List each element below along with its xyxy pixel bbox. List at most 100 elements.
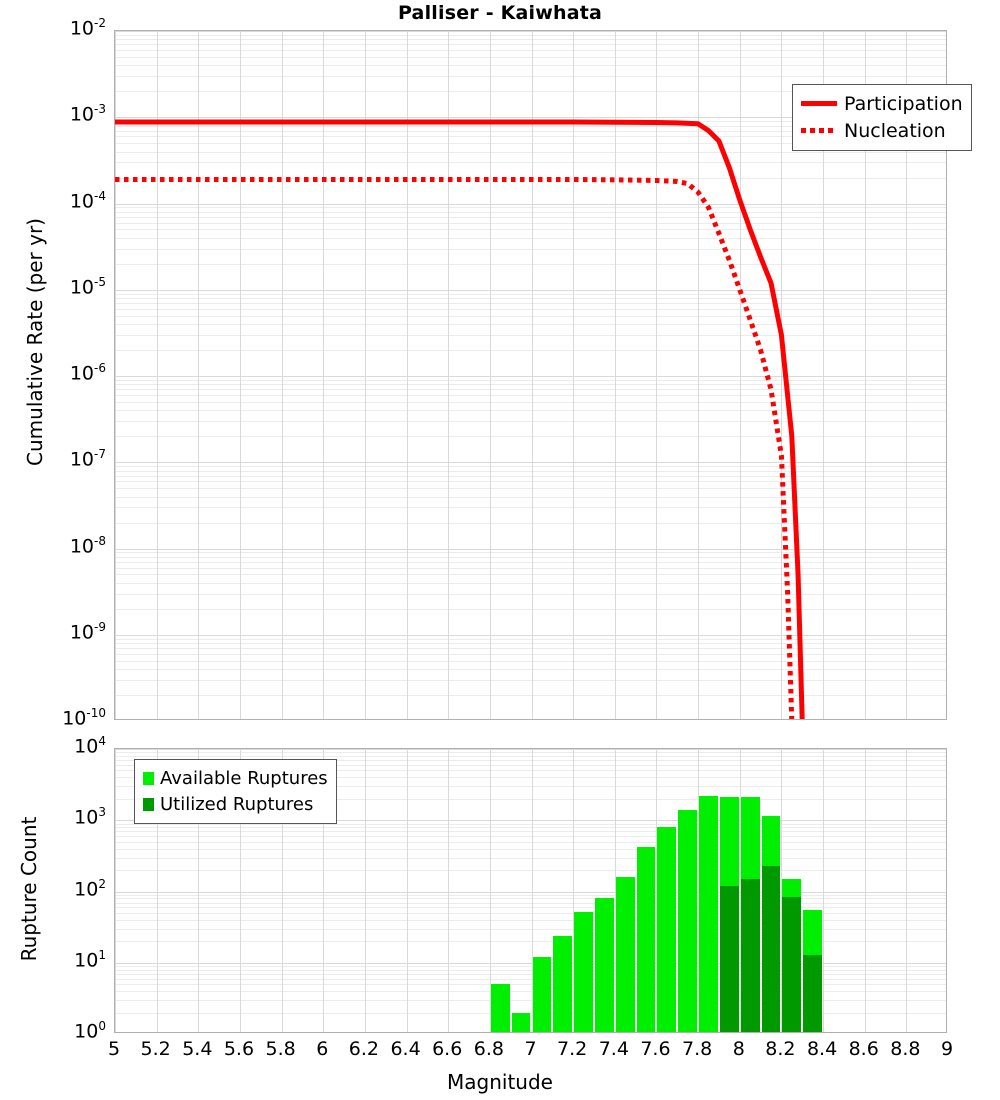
gridline-minor	[115, 894, 946, 896]
bar-utilized-ruptures	[719, 885, 739, 1032]
gridline-minor	[115, 350, 946, 352]
x-axis-tick-label: 5.8	[265, 1038, 296, 1060]
gridline-minor	[115, 984, 946, 986]
gridline-major	[115, 962, 946, 964]
gridline-minor	[115, 552, 946, 554]
gridline-minor	[115, 870, 946, 872]
gridline-minor	[115, 966, 946, 967]
gridline-minor	[115, 593, 946, 595]
gridline-minor	[115, 395, 946, 397]
series-nucleation	[115, 176, 795, 719]
x-axis-tick-label: 7.6	[640, 1038, 671, 1060]
legend-item-available-ruptures: Available Ruptures	[143, 765, 328, 791]
x-axis-tick-label: 8.4	[806, 1038, 838, 1060]
gridline-minor	[115, 248, 946, 250]
gridline-vertical	[739, 749, 741, 1032]
gridline-minor	[115, 582, 946, 584]
gridline-minor	[115, 941, 946, 943]
gridline-major	[115, 634, 946, 636]
bottom-legend: Available Ruptures Utilized Ruptures	[134, 759, 337, 824]
gridline-minor	[115, 522, 946, 524]
x-axis-tick-label: 9	[940, 1038, 954, 1060]
gridline-minor	[115, 669, 946, 671]
gridline-minor	[115, 777, 946, 779]
gridline-vertical	[198, 31, 200, 719]
y-axis-tick-label: 10-7	[69, 447, 106, 471]
x-axis-tick-label: 8.2	[765, 1038, 796, 1060]
cumulative-rate-panel: Participation Nucleation	[114, 30, 972, 720]
gridline-minor	[115, 130, 946, 132]
gridline-minor	[115, 798, 946, 800]
gridline-vertical	[156, 749, 158, 1032]
series-participation	[115, 119, 805, 719]
gridline-vertical	[239, 749, 241, 1032]
gridline-minor	[115, 827, 946, 829]
x-axis-tick-label: 7.2	[557, 1038, 588, 1060]
gridline-minor	[115, 848, 946, 850]
x-axis-tick-label: 5.4	[182, 1038, 213, 1060]
gridline-vertical	[323, 749, 325, 1032]
gridline-minor	[115, 764, 946, 766]
gridline-minor	[115, 162, 946, 164]
gridline-vertical	[781, 749, 783, 1032]
gridline-vertical	[364, 749, 366, 1032]
y-axis-tick-label: 103	[74, 805, 106, 829]
gridline-minor	[115, 401, 946, 403]
gridline-minor	[115, 973, 946, 975]
gridline-minor	[115, 507, 946, 509]
gridline-minor	[115, 928, 946, 930]
gridline-minor	[115, 475, 946, 477]
gridline-vertical	[489, 749, 491, 1032]
gridline-vertical	[739, 31, 741, 719]
gridline-minor	[115, 907, 946, 909]
legend-label: Nucleation	[844, 119, 946, 142]
gridline-minor	[115, 56, 946, 58]
bar-available-ruptures	[657, 827, 677, 1032]
gridline-major	[115, 31, 946, 32]
gridline-major	[115, 376, 946, 377]
gridline-minor	[115, 50, 946, 52]
gridline-minor	[115, 567, 946, 569]
bar-utilized-ruptures	[782, 896, 802, 1032]
gridline-minor	[115, 216, 946, 218]
gridline-minor	[115, 978, 946, 980]
legend-label: Participation	[844, 92, 963, 115]
gridline-vertical	[823, 31, 825, 719]
gridline-minor	[115, 1000, 946, 1001]
gridline-minor	[115, 303, 946, 305]
gridline-minor	[115, 34, 946, 36]
gridline-minor	[115, 574, 946, 576]
y-axis-tick-label: 10-10	[62, 706, 106, 730]
gridline-vertical	[489, 31, 491, 719]
gridline-minor	[115, 207, 946, 209]
gridline-minor	[115, 91, 946, 93]
gridline-major	[115, 203, 946, 205]
gridline-vertical	[156, 31, 158, 719]
gridline-major	[115, 548, 946, 550]
x-axis-tick-label: 5.6	[223, 1038, 255, 1060]
dotted-line-icon	[801, 128, 837, 133]
y-axis-tick-label: 102	[74, 876, 106, 900]
legend-label: Utilized Ruptures	[160, 793, 314, 815]
bar-utilized-ruptures	[740, 878, 760, 1032]
gridline-minor	[115, 481, 946, 483]
gridline-minor	[115, 143, 946, 145]
gridline-vertical	[573, 31, 575, 719]
gridline-minor	[115, 912, 946, 914]
gridline-minor	[115, 969, 946, 971]
bar-available-ruptures	[678, 809, 698, 1032]
gridline-minor	[115, 237, 946, 239]
gridline-minor	[115, 211, 946, 213]
gridline-minor	[115, 1012, 946, 1014]
gridline-minor	[115, 125, 946, 127]
gridline-minor	[115, 308, 946, 310]
gridline-major	[115, 117, 946, 119]
gridline-minor	[115, 638, 946, 640]
gridline-minor	[115, 151, 946, 153]
y-axis-tick-label: 10-6	[69, 361, 106, 385]
gridline-minor	[115, 379, 946, 381]
gridline-vertical	[906, 31, 908, 719]
gridline-vertical	[198, 749, 200, 1032]
bar-available-ruptures	[532, 957, 552, 1032]
x-axis-tick-label: 8.6	[848, 1038, 879, 1060]
